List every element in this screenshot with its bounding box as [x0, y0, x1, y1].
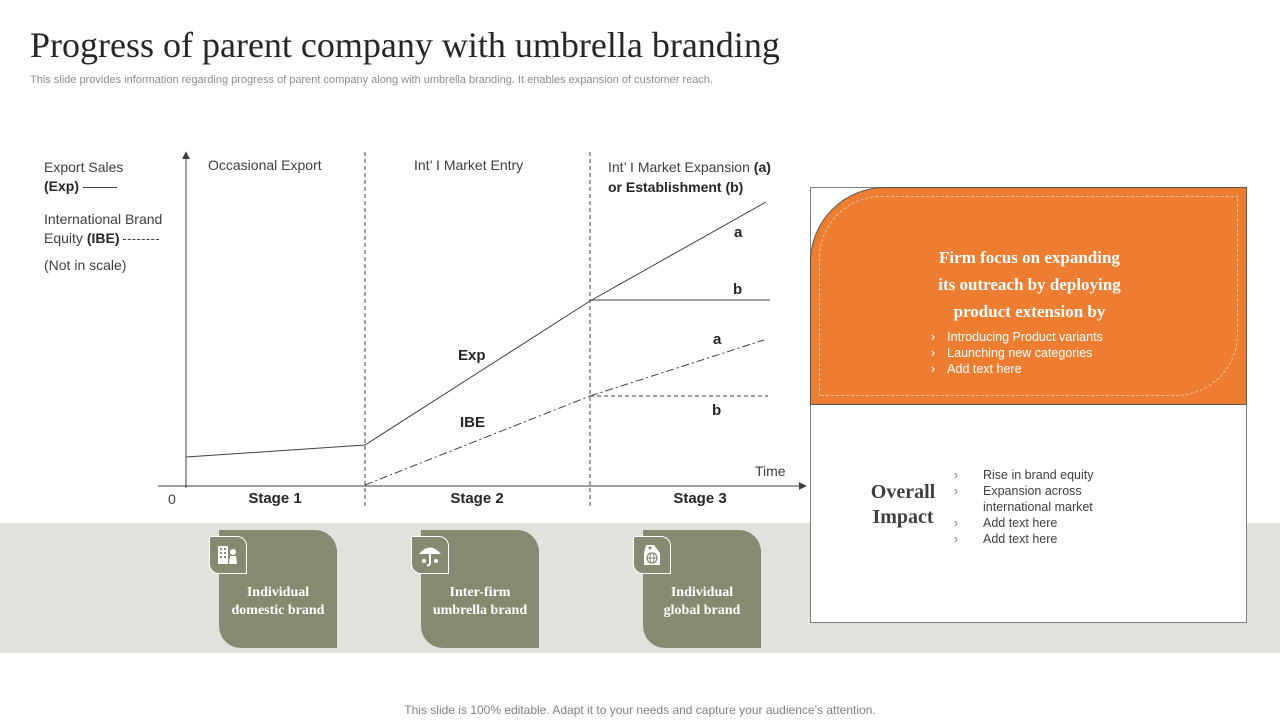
stage-2-label: Stage 2: [450, 490, 504, 507]
ibe-curve-a: [589, 339, 765, 397]
focus-title: Firm focus on expanding its outreach by …: [938, 248, 1121, 321]
impact-item: Add text here: [954, 515, 1154, 531]
building-icon: [209, 536, 247, 574]
phase-market-expansion: Int’ I Market Expansion (a) or Establish…: [608, 159, 771, 195]
focus-item: Introducing Product variants: [931, 329, 1103, 345]
card-domestic-brand: Individual domestic brand: [209, 530, 337, 648]
impact-item: Rise in brand equity: [954, 467, 1154, 483]
page-subtitle: This slide provides information regardin…: [30, 74, 713, 86]
impact-list: Rise in brand equity Expansion across in…: [954, 467, 1154, 547]
page-title: Progress of parent company with umbrella…: [30, 25, 780, 65]
focus-item: Add text here: [931, 361, 1103, 377]
card-global-brand: Individual global brand: [633, 530, 761, 648]
ibe-b-label: b: [712, 402, 722, 419]
impact-item: Add text here: [954, 531, 1154, 547]
origin-label: 0: [168, 491, 176, 507]
stage-3-label: Stage 3: [673, 490, 727, 507]
legend-note: (Not in scale): [44, 257, 127, 273]
legend-ibe: International Brand Equity (IBE): [44, 211, 163, 246]
phase-occasional-export: Occasional Export: [208, 157, 322, 173]
exp-curve-a: [589, 201, 767, 302]
card-global-brand-text: Individual global brand: [663, 585, 741, 618]
ibe-curve: [364, 395, 591, 486]
card-umbrella-brand: Inter-firm umbrella brand: [411, 530, 539, 648]
exp-curve: [185, 300, 591, 458]
globe-tag-icon: [633, 536, 671, 574]
exp-a-label: a: [734, 224, 743, 241]
stage-1-label: Stage 1: [248, 490, 302, 507]
focus-list: Introducing Product variants Launching n…: [931, 329, 1103, 377]
card-umbrella-brand-text: Inter-firm umbrella brand: [432, 585, 528, 618]
focus-box-border: [819, 196, 1238, 396]
legend-exp: Export Sales (Exp): [44, 159, 124, 194]
focus-box: Firm focus on expanding its outreach by …: [810, 187, 1247, 405]
phase-market-entry: Int’ I Market Entry: [414, 157, 524, 173]
umbrella-icon: [411, 536, 449, 574]
time-axis-label: Time: [755, 463, 786, 479]
exp-b-label: b: [733, 281, 743, 298]
exp-curve-label: Exp: [458, 347, 486, 364]
ibe-a-label: a: [713, 331, 722, 348]
footer-note: This slide is 100% editable. Adapt it to…: [404, 703, 876, 717]
card-domestic-brand-text: Individual domestic brand: [231, 585, 325, 618]
impact-item: Expansion across international market: [954, 483, 1103, 515]
focus-item: Launching new categories: [931, 345, 1103, 361]
impact-title: Overall Impact: [870, 481, 936, 528]
ibe-curve-label: IBE: [460, 414, 486, 431]
